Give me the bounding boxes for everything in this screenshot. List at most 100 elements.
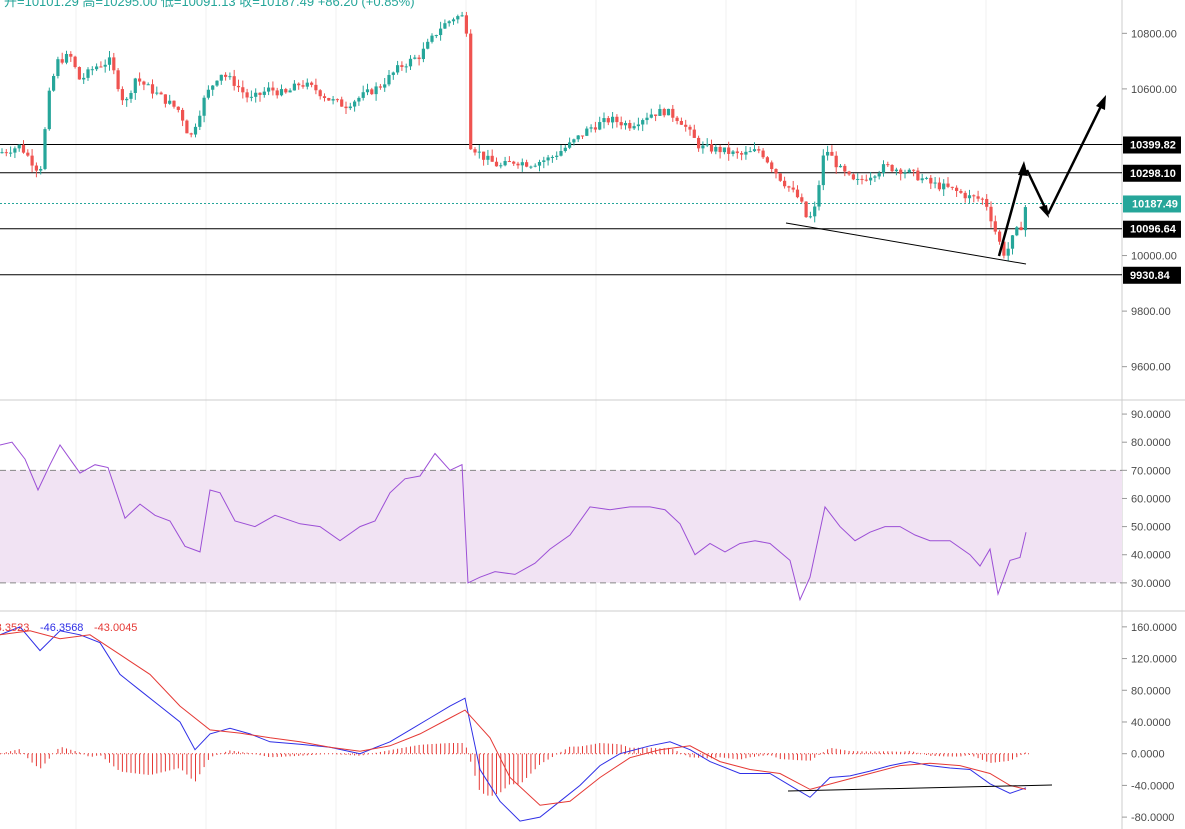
support-trendline[interactable] (785, 222, 1027, 265)
candle-body (886, 164, 890, 166)
divergence-line[interactable] (787, 784, 1053, 792)
candle-body (705, 144, 709, 146)
candle-body (1002, 241, 1006, 256)
candle-body (86, 69, 90, 78)
axis-tick-label: 10800.00 (1131, 28, 1177, 40)
candle-body (133, 78, 137, 93)
candle-body (542, 160, 546, 162)
candle-body (1019, 227, 1023, 231)
candle-body (249, 96, 253, 98)
candle-body (69, 53, 73, 57)
axis-tick-label: 10600.00 (1131, 84, 1177, 96)
candle-body (138, 78, 142, 82)
candle-body (946, 183, 950, 187)
candle-body (47, 90, 51, 130)
candle-body (464, 15, 468, 34)
candle-body (688, 126, 692, 130)
axis-tick-label: 30.0000 (1131, 578, 1171, 590)
candle-body (623, 122, 628, 126)
forecast-arrows[interactable] (997, 95, 1106, 257)
candle-body (714, 146, 718, 152)
macd-axis-ticks: 160.0000 120.0000 80.0000 40.0000 0.0000 -40.… (1122, 622, 1177, 824)
candle-body (219, 74, 223, 81)
candle-body (172, 100, 176, 107)
candle-body (529, 166, 533, 168)
candle-body (430, 35, 434, 42)
candle-body (176, 106, 180, 110)
candle-body (404, 66, 408, 68)
candle-body (451, 19, 456, 22)
signal-line (0, 630, 1027, 806)
candle-body (576, 135, 580, 140)
candle-body (727, 147, 731, 154)
candle-body (795, 189, 800, 198)
candle-body (800, 197, 804, 202)
candle-body (860, 178, 864, 180)
candle-body (60, 59, 64, 63)
last-price-label: 10187.49 (1123, 195, 1181, 213)
candle-body (980, 198, 984, 200)
candle-body (907, 169, 911, 173)
candle-body (675, 117, 679, 122)
candle-body (198, 115, 202, 127)
candle-body (1023, 207, 1027, 231)
candle-body (206, 89, 210, 98)
candle-body (942, 183, 946, 190)
candle-body (787, 186, 791, 188)
candle-body (752, 149, 757, 152)
rsi-band (0, 470, 1122, 583)
candle-body (507, 161, 511, 163)
candle-body (550, 156, 554, 158)
axis-tick-label: -40.0000 (1131, 780, 1174, 792)
level-label: 10399.82 (1130, 139, 1176, 151)
candle-body (632, 126, 636, 129)
candle-body (959, 190, 963, 193)
candle-body (920, 178, 924, 181)
candle-body (972, 195, 976, 197)
candle-body (537, 161, 542, 166)
candle-body (279, 89, 284, 96)
candle-body (641, 120, 645, 125)
candle-body (163, 94, 167, 104)
candle-body (563, 147, 567, 152)
candle-body (598, 122, 602, 130)
candle-body (967, 195, 972, 199)
candlestick-series (0, 11, 1027, 261)
candle-body (236, 85, 241, 88)
candle-body (692, 129, 696, 138)
horizontal-levels[interactable]: 10399.82 10298.10 10096.64 9930.84 (0, 136, 1181, 284)
candle-body (26, 152, 30, 156)
candle-body (77, 67, 81, 80)
candle-body (774, 169, 778, 174)
macd-header: -3.3523 -46.3568 -43.0045 (0, 622, 137, 634)
candle-body (589, 127, 593, 129)
candle-body (258, 92, 262, 95)
candle-body (520, 162, 524, 166)
candle-body (761, 150, 765, 158)
candle-body (546, 157, 550, 161)
candle-body (645, 117, 649, 121)
candle-body (4, 152, 8, 154)
candle-body (335, 99, 339, 101)
candle-body (834, 155, 838, 168)
macd-histogram (1, 742, 1026, 796)
candle-body (684, 124, 688, 127)
candle-body (447, 21, 451, 24)
candle-body (288, 90, 292, 93)
level-label-bg (1123, 220, 1181, 238)
candle-body (155, 92, 159, 94)
axis-tick-label: 9600.00 (1131, 362, 1171, 374)
candle-body (649, 114, 653, 118)
axis-tick-label: 50.0000 (1131, 522, 1171, 534)
candle-body (443, 23, 447, 29)
candle-body (1010, 235, 1015, 249)
candle-body (494, 161, 499, 167)
candle-body (804, 201, 808, 218)
candle-body (499, 165, 503, 167)
axis-tick-label: 40.0000 (1131, 717, 1171, 729)
ohlc-header: 开=10101.29 高=10295.00 低=10091.13 收=10187… (4, 0, 415, 9)
candle-body (998, 231, 1002, 242)
candle-body (628, 122, 632, 129)
macd-header-signal: -43.0045 (94, 622, 137, 634)
candle-body (791, 187, 795, 190)
